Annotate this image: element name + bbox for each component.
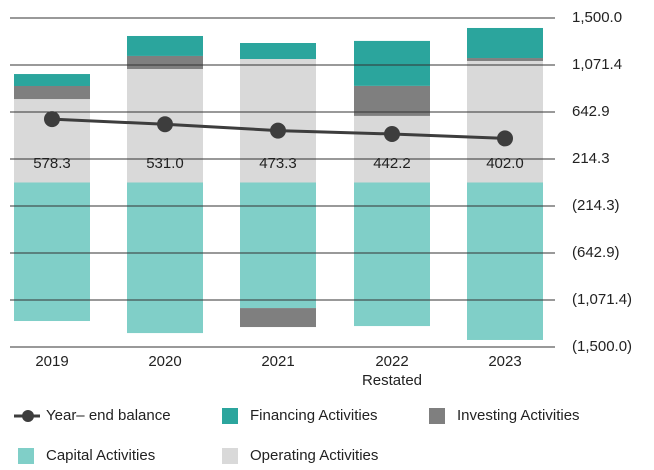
bar-segment bbox=[240, 59, 316, 183]
bar-segment bbox=[354, 182, 430, 327]
balance-point bbox=[384, 126, 400, 143]
bar-segment bbox=[127, 55, 203, 69]
balance-point bbox=[270, 122, 286, 139]
bar-segment bbox=[467, 182, 543, 340]
bar-segment bbox=[467, 58, 543, 61]
balance-point bbox=[157, 116, 173, 133]
legend-label: Operating Activities bbox=[250, 447, 378, 464]
annotation: Restated bbox=[362, 372, 422, 389]
bar-segment bbox=[467, 27, 543, 59]
legend-swatch bbox=[18, 448, 34, 464]
y-tick-label: 1,071.4 bbox=[572, 56, 622, 73]
value-label: 402.0 bbox=[486, 155, 524, 172]
y-tick-label: 642.9 bbox=[572, 103, 610, 120]
y-tick-label: (1,071.4) bbox=[572, 291, 632, 308]
legend-label: Year– end balance bbox=[46, 407, 171, 424]
bar-segment bbox=[14, 85, 90, 100]
value-label: 531.0 bbox=[146, 155, 184, 172]
value-label: 442.2 bbox=[373, 155, 411, 172]
bar-segment bbox=[127, 35, 203, 56]
x-tick-label: 2022 bbox=[375, 353, 408, 370]
legend-swatch bbox=[222, 448, 238, 464]
balance-point bbox=[44, 111, 60, 128]
legend-dot bbox=[22, 410, 34, 422]
bar-segment bbox=[354, 40, 430, 86]
legend-label: Capital Activities bbox=[46, 447, 155, 464]
y-tick-label: (642.9) bbox=[572, 244, 620, 261]
x-tick-label: 2019 bbox=[35, 353, 68, 370]
bar-segment bbox=[14, 74, 90, 86]
bar-segment bbox=[127, 182, 203, 334]
legend-swatch bbox=[429, 408, 445, 424]
y-tick-label: (1,500.0) bbox=[572, 338, 632, 355]
bar-segment bbox=[240, 43, 316, 60]
bar-segment bbox=[467, 60, 543, 183]
y-tick-label: 214.3 bbox=[572, 150, 610, 167]
value-label: 578.3 bbox=[33, 155, 71, 172]
balance-point bbox=[497, 130, 513, 147]
value-label: 473.3 bbox=[259, 155, 297, 172]
legend-label: Investing Activities bbox=[457, 407, 580, 424]
legend-swatch bbox=[222, 408, 238, 424]
x-tick-label: 2020 bbox=[148, 353, 181, 370]
y-tick-label: (214.3) bbox=[572, 197, 620, 214]
bar-segment bbox=[354, 115, 430, 183]
bar-segment bbox=[354, 85, 430, 116]
legend-label: Financing Activities bbox=[250, 407, 378, 424]
bar-segment bbox=[240, 308, 316, 328]
x-tick-label: 2021 bbox=[261, 353, 294, 370]
x-tick-label: 2023 bbox=[488, 353, 521, 370]
y-tick-label: 1,500.0 bbox=[572, 9, 622, 26]
bar-segment bbox=[240, 182, 316, 309]
